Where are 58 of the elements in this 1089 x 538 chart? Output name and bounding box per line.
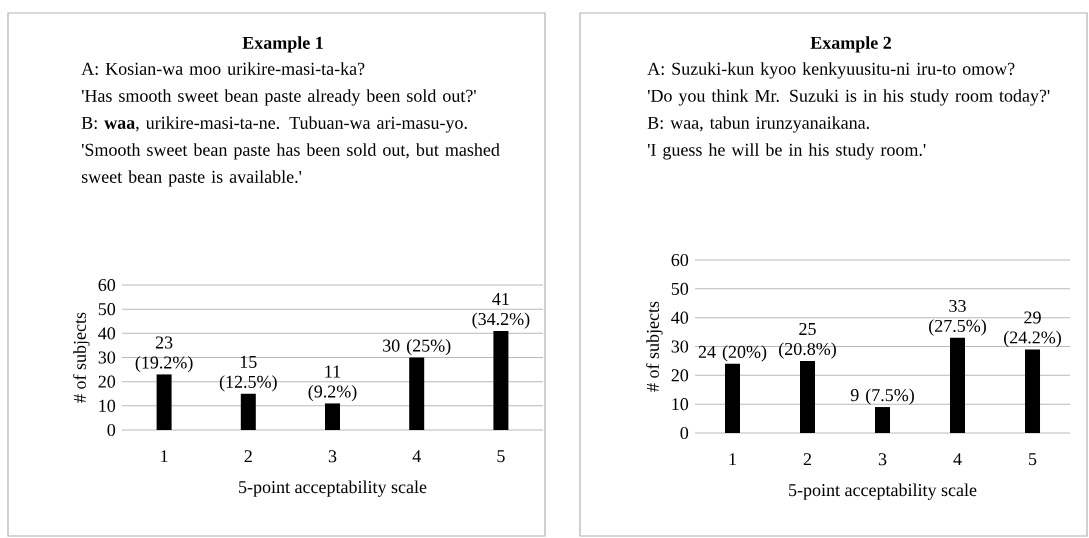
x-tick-label: 2: [244, 450, 252, 463]
data-label: 23 (19.2%): [135, 336, 193, 373]
y-tick-label: 50: [98, 303, 116, 316]
x-tick-label: 2: [803, 453, 812, 466]
y-tick-label: 60: [98, 278, 116, 292]
x-axis-title: 5-point acceptability scale: [239, 480, 427, 497]
y-axis-title: # of subjects: [73, 312, 90, 403]
y-axis-title: # of subjects: [646, 301, 663, 392]
data-label: 30 (25%): [383, 338, 451, 356]
bar: [325, 403, 340, 430]
data-label: 25 (20.8%): [779, 322, 836, 359]
data-label: 24 (20%): [698, 345, 767, 362]
data-label: 29 (24.2%): [1004, 311, 1061, 348]
y-tick-label: 40: [671, 311, 689, 324]
y-tick-label: 40: [98, 327, 116, 340]
y-tick-label: 20: [98, 375, 116, 388]
y-tick-label: 60: [671, 253, 689, 267]
x-tick-label: 3: [878, 453, 887, 466]
bar: [800, 360, 816, 433]
x-axis-title: 5-point acceptability scale: [789, 483, 977, 500]
text: 'Has smooth sweet bean paste already been sold out?': [81, 89, 476, 106]
data-label: 11 (9.2%): [308, 365, 357, 402]
text: 'Do you think Mr. Suzuki is in his study room today?': [647, 89, 1050, 106]
text: 'Smooth sweet bean paste has been sold out, but mashed sweet bean paste is available.': [81, 143, 500, 187]
y-tick-label: 20: [671, 369, 689, 382]
x-tick-label: 5: [1029, 453, 1037, 466]
data-label: 15 (12.5%): [219, 355, 277, 392]
y-tick-label: 10: [99, 399, 116, 412]
bar: [409, 357, 425, 430]
bar: [156, 374, 172, 430]
data-label: 9 (7.5%): [850, 388, 914, 405]
bar: [240, 393, 256, 430]
text: A: Kosian-wa moo urikire-masi-ta-ka?: [81, 62, 365, 75]
x-tick-label: 4: [412, 450, 421, 463]
bar: [875, 407, 891, 433]
x-tick-label: 1: [161, 450, 168, 463]
text: A: Suzuki-kun kyoo kenkyuusitu-ni iru-to omow?: [647, 62, 1015, 79]
bar: [1025, 349, 1041, 433]
y-tick-label: 30: [98, 351, 116, 364]
x-tick-label: 5: [497, 450, 505, 463]
x-tick-label: 4: [953, 453, 962, 466]
bar: [725, 363, 741, 433]
bar: [493, 330, 509, 430]
text: B: waa, urikire-masi-ta-ne. Tubuan-wa ari-masu-yo.: [81, 116, 467, 133]
y-tick-label: 0: [680, 426, 689, 440]
x-tick-label: 1: [729, 453, 736, 466]
text: B: waa, tabun irunzyanaikana.: [647, 116, 869, 133]
text: 'I guess he will be in his study room.': [647, 143, 926, 160]
chart-title: Example 1: [242, 36, 323, 53]
chart-title: Example 2: [810, 36, 891, 53]
data-label: 33 (27.5%): [929, 299, 986, 336]
y-tick-label: 10: [672, 398, 689, 411]
x-tick-label: 3: [328, 450, 337, 463]
bar: [950, 337, 966, 433]
y-tick-label: 50: [671, 282, 689, 295]
y-tick-label: 0: [107, 423, 116, 437]
data-label: 41 (34.2%): [472, 293, 530, 329]
y-tick-label: 30: [671, 340, 689, 353]
